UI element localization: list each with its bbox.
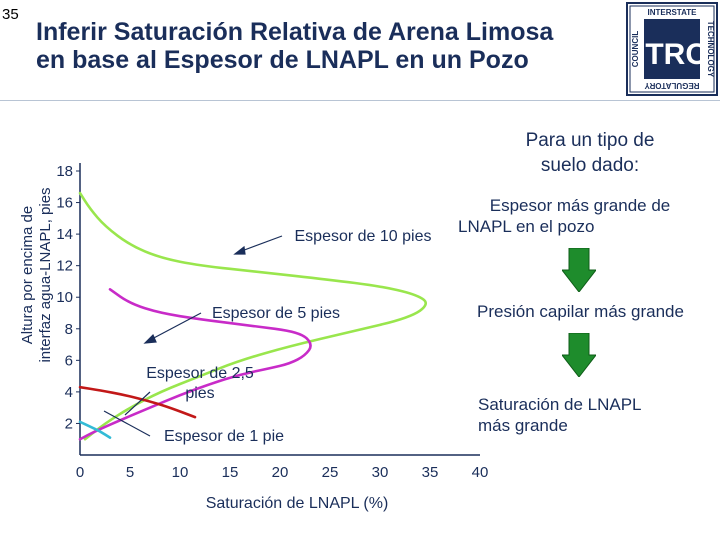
logo-mark: ITRC <box>637 38 707 71</box>
y-tick-label: 8 <box>65 321 73 338</box>
series-line-3 <box>78 420 112 439</box>
y-tick-label: 4 <box>65 384 73 401</box>
y-axis-label-line-2: interfaz agua-LNAPL, pies <box>37 187 54 362</box>
annotation-2-5-pies-line-2: pies <box>185 385 214 402</box>
leader-line-10-pies <box>238 235 283 253</box>
x-axis-label: Saturación de LNAPL (%) <box>206 495 389 512</box>
y-tick-label: 18 <box>56 163 73 180</box>
y-axis-label-line-1: Altura por encima de <box>19 206 36 344</box>
side-step-3-line-1: Saturación de LNAPL <box>478 395 642 414</box>
side-step-1: Espesor más grande de LNAPL en el pozo <box>455 195 705 237</box>
x-tick-label: 40 <box>472 464 489 481</box>
leader-line-2-5-pies <box>124 391 151 416</box>
title-line-1: Inferir Saturación Relativa de Arena Lim… <box>36 18 554 46</box>
green-down-arrow-icon <box>562 248 596 292</box>
y-tick-label: 16 <box>56 195 73 212</box>
side-heading-line-1: Para un tipo de <box>525 130 655 151</box>
header-divider <box>0 100 720 101</box>
x-tick-label: 35 <box>422 464 439 481</box>
annotation-2-5-pies-line-1: Espesor de 2,5 <box>146 365 254 382</box>
side-step-2: Presión capilar más grande <box>477 302 684 321</box>
x-tick-label: 10 <box>172 464 189 481</box>
side-step-1-line-2: LNAPL en el pozo <box>458 217 595 236</box>
logo-bottom-text: REGULATORY <box>644 81 700 90</box>
side-step-3: Saturación de LNAPL más grande <box>478 394 708 436</box>
leader-arrowhead-10-pies <box>233 245 246 255</box>
logo-left-text: COUNCIL <box>631 31 640 68</box>
x-tick-label: 15 <box>222 464 239 481</box>
x-tick-label: 5 <box>126 464 134 481</box>
y-tick-label: 2 <box>65 415 73 432</box>
leader-line-5-pies <box>149 312 202 341</box>
x-tick-label: 25 <box>322 464 339 481</box>
itrc-logo: INTERSTATE REGULATORY COUNCIL TECHNOLOGY… <box>626 2 718 96</box>
slide-number: 35 <box>2 6 19 23</box>
series-line-2 <box>78 385 197 419</box>
logo-right-text: TECHNOLOGY <box>706 21 715 78</box>
side-step-1-line-1: Espesor más grande de <box>489 196 671 215</box>
side-heading: Para un tipo de suelo dado: <box>470 128 710 178</box>
y-tick-label: 10 <box>56 289 73 306</box>
x-tick-label: 30 <box>372 464 389 481</box>
title-line-2: en base al Espesor de LNAPL en un Pozo <box>36 46 529 74</box>
page-title: Inferir Saturación Relativa de Arena Lim… <box>36 18 616 74</box>
side-heading-line-2: suelo dado: <box>540 155 640 176</box>
leader-line-1-pie <box>103 410 151 437</box>
annotation-5-pies: Espesor de 5 pies <box>212 305 340 322</box>
annotation-10-pies: Espesor de 10 pies <box>295 228 432 245</box>
series-line-1 <box>78 288 312 441</box>
x-tick-label: 20 <box>272 464 289 481</box>
chart: 0 5 10 15 20 25 30 35 40 2 4 6 8 10 12 14 16 18 Saturació… <box>19 163 488 512</box>
logo-top-text: INTERSTATE <box>647 8 697 17</box>
side-step-3-line-2: más grande <box>478 416 568 435</box>
leader-arrowhead-5-pies <box>143 333 157 344</box>
x-tick-label: 0 <box>76 464 84 481</box>
y-tick-label: 6 <box>65 352 73 369</box>
y-tick-label: 14 <box>56 226 73 243</box>
green-down-arrow-icon <box>562 333 596 377</box>
chart-plot-area: 0 5 10 15 20 25 30 35 40 2 4 6 8 10 12 14 16 18 <box>56 163 488 481</box>
y-tick-label: 12 <box>56 258 73 275</box>
annotation-1-pie: Espesor de 1 pie <box>164 428 284 445</box>
series-line-0 <box>78 191 427 441</box>
